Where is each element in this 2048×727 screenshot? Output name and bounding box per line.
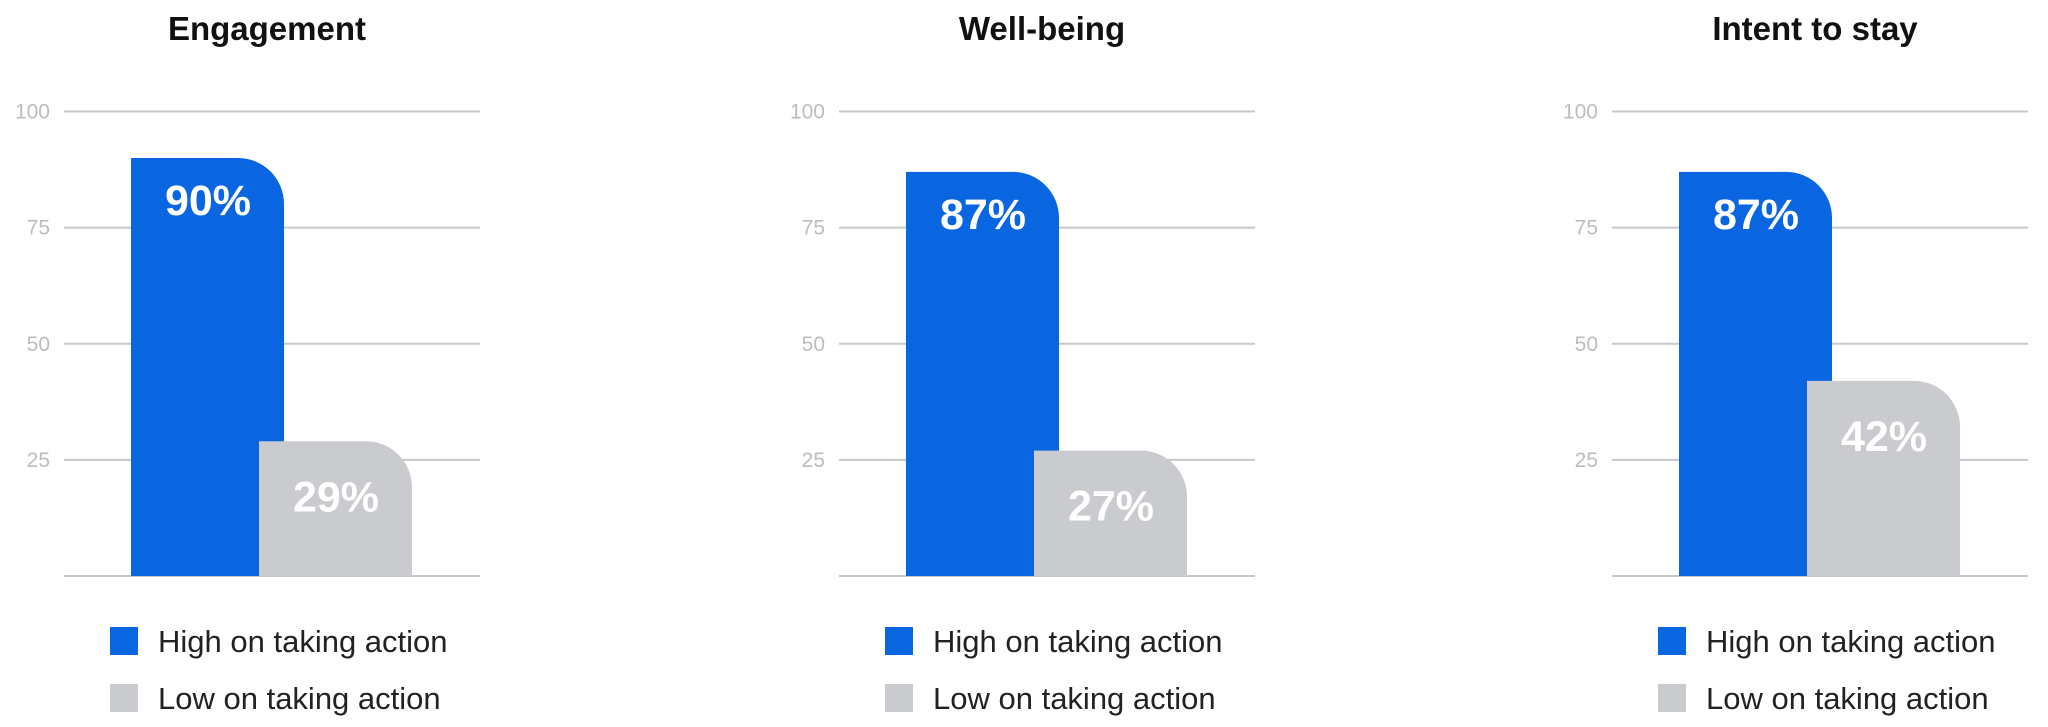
y-tick-label: 75 [802,217,825,240]
legend-swatch-high [1658,627,1686,655]
legend-label: Low on taking action [158,681,441,716]
y-tick-label: 25 [802,449,825,472]
bar-low [1807,380,1960,576]
chart-title: Engagement [168,10,366,47]
bar-value-label: 42% [1841,413,1927,461]
bar-high [906,171,1059,576]
bar-low [259,441,412,576]
bar-low [1034,450,1187,576]
chart-title: Intent to stay [1712,10,1918,47]
y-tick-label: 75 [27,217,50,240]
y-tick-label: 50 [802,333,825,356]
legend-label: High on taking action [158,624,448,659]
chart-title: Well-being [959,10,1125,47]
legend-label: Low on taking action [1706,681,1989,716]
legend-swatch-high [110,627,138,655]
bar-value-label: 87% [940,191,1026,239]
y-tick-label: 25 [27,449,50,472]
legend-label: Low on taking action [933,681,1216,716]
chart-panel: Engagement 25 50 75 100 90% 29% High on taking … [15,10,480,716]
legend-label: High on taking action [933,624,1223,659]
y-tick-label: 75 [1575,217,1598,240]
chart-panel: Well-being 25 50 75 100 87% 27% High on taking … [790,10,1255,716]
legend-swatch-low [1658,684,1686,712]
bar-high [131,157,284,576]
bar-value-label: 90% [165,177,251,225]
y-tick-label: 100 [1563,101,1598,124]
y-tick-label: 100 [790,101,825,124]
y-tick-label: 50 [27,333,50,356]
y-tick-label: 100 [15,101,50,124]
bar-high [1679,171,1832,576]
legend-swatch-high [885,627,913,655]
legend-swatch-low [885,684,913,712]
chart-panel: Intent to stay 25 50 75 100 87% 42% High on tak… [1563,10,2028,716]
bar-value-label: 29% [293,473,379,521]
legend-label: High on taking action [1706,624,1996,659]
bar-value-label: 27% [1068,483,1154,531]
y-tick-label: 25 [1575,449,1598,472]
y-tick-label: 50 [1575,333,1598,356]
legend-swatch-low [110,684,138,712]
bar-value-label: 87% [1713,191,1799,239]
